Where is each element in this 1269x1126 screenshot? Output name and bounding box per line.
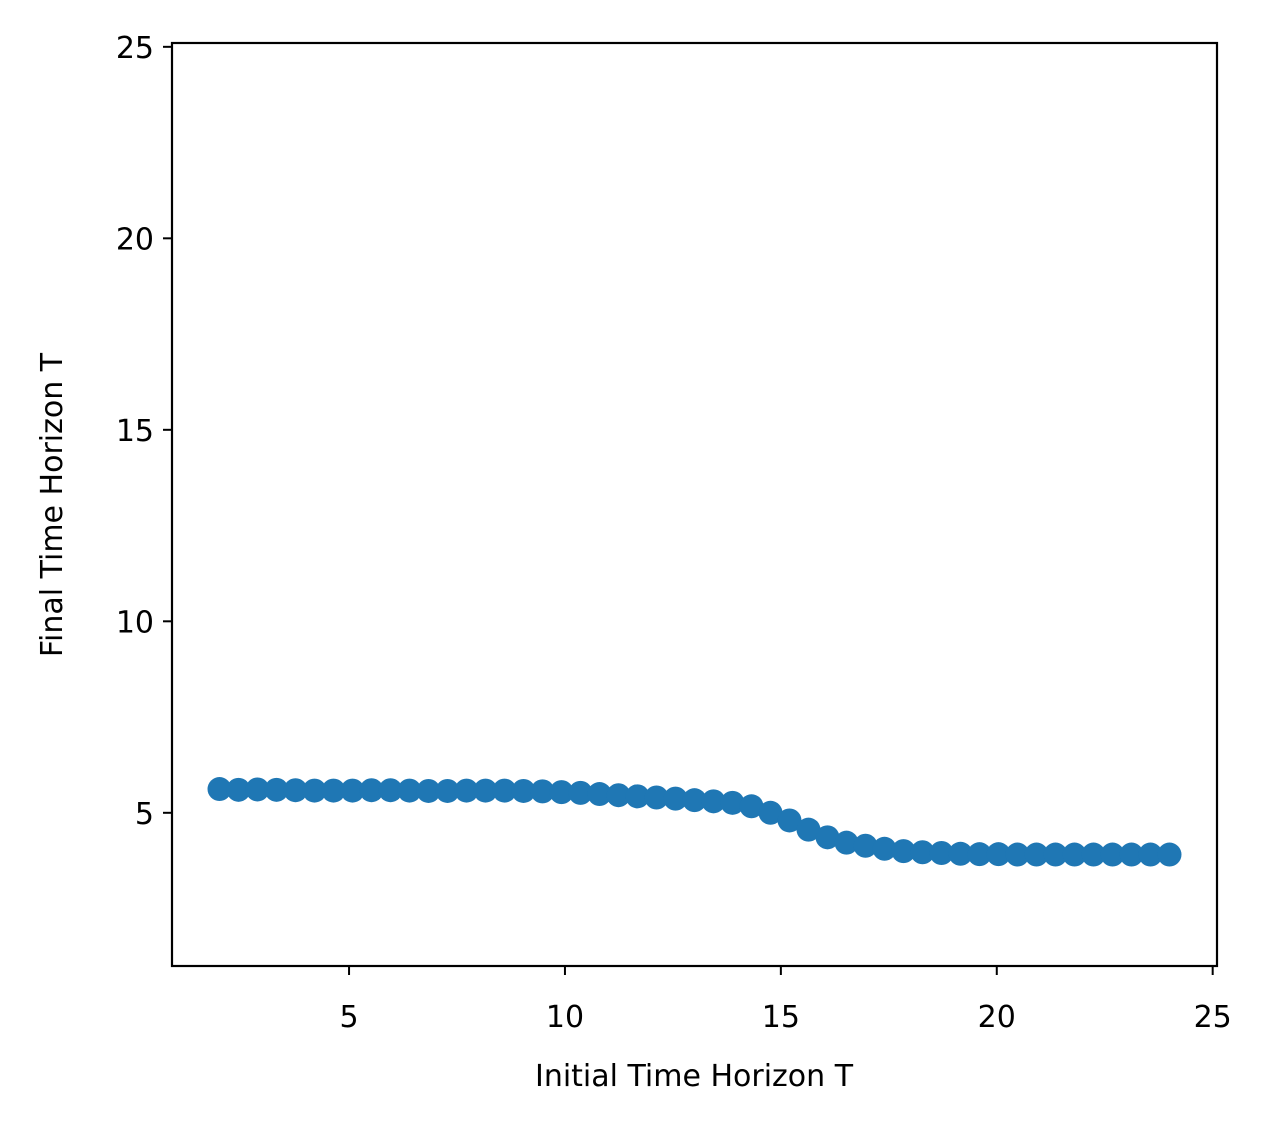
data-point: [1062, 842, 1087, 867]
data-point: [511, 778, 536, 803]
y-tick-label: 20: [116, 222, 154, 257]
data-point: [986, 842, 1011, 867]
data-point: [929, 841, 954, 866]
x-tick-label: 20: [978, 1000, 1016, 1035]
y-tick-label: 15: [116, 414, 154, 449]
data-point: [1100, 842, 1125, 867]
y-axis-label: Final Time Horizon T: [35, 352, 70, 657]
data-point: [226, 777, 251, 802]
data-point: [340, 778, 365, 803]
data-point: [1119, 842, 1144, 867]
x-tick-label: 15: [762, 1000, 800, 1035]
data-point: [473, 778, 498, 803]
data-point: [587, 782, 612, 807]
data-point: [853, 833, 878, 858]
data-point: [378, 778, 403, 803]
data-point: [910, 840, 935, 865]
data-point: [530, 779, 555, 804]
data-point: [1157, 842, 1182, 867]
data-points: [207, 777, 1182, 867]
y-tick-label: 10: [116, 605, 154, 640]
y-tick-label: 25: [116, 31, 154, 66]
data-point: [644, 785, 669, 810]
data-point: [568, 780, 593, 805]
data-point: [549, 780, 574, 805]
data-point: [1138, 842, 1163, 867]
data-point: [302, 778, 327, 803]
data-point: [777, 808, 802, 833]
x-tick-label: 10: [546, 1000, 584, 1035]
data-point: [796, 817, 821, 842]
data-point: [663, 786, 688, 811]
y-axis: 5 10 15 20 25: [116, 31, 172, 832]
x-tick-label: 25: [1194, 1000, 1232, 1035]
data-point: [834, 830, 859, 855]
data-point: [1024, 842, 1049, 867]
data-point: [207, 777, 232, 802]
data-point: [891, 839, 916, 864]
data-point: [321, 778, 346, 803]
data-point: [701, 789, 726, 814]
data-point: [682, 788, 707, 813]
data-point: [1043, 842, 1068, 867]
data-point: [606, 783, 631, 808]
data-point: [245, 777, 270, 802]
data-point: [397, 778, 422, 803]
plot-frame: [170, 41, 1219, 968]
data-point: [739, 794, 764, 819]
data-point: [359, 778, 384, 803]
x-axis-label: Initial Time Horizon T: [535, 1059, 854, 1094]
data-point: [264, 777, 289, 802]
data-point: [872, 836, 897, 861]
data-point: [283, 778, 308, 803]
data-point: [454, 778, 479, 803]
data-point: [1005, 842, 1030, 867]
data-point: [416, 778, 441, 803]
x-axis: 5 10 15 20 25: [339, 966, 1232, 1035]
data-point: [815, 825, 840, 850]
data-point: [625, 784, 650, 809]
data-point: [720, 790, 745, 815]
y-tick-label: 5: [135, 797, 154, 832]
data-point: [435, 778, 460, 803]
data-point: [492, 778, 517, 803]
data-point: [758, 800, 783, 825]
data-point: [1081, 842, 1106, 867]
data-point: [967, 842, 992, 867]
x-tick-label: 5: [339, 1000, 358, 1035]
data-point: [948, 841, 973, 866]
